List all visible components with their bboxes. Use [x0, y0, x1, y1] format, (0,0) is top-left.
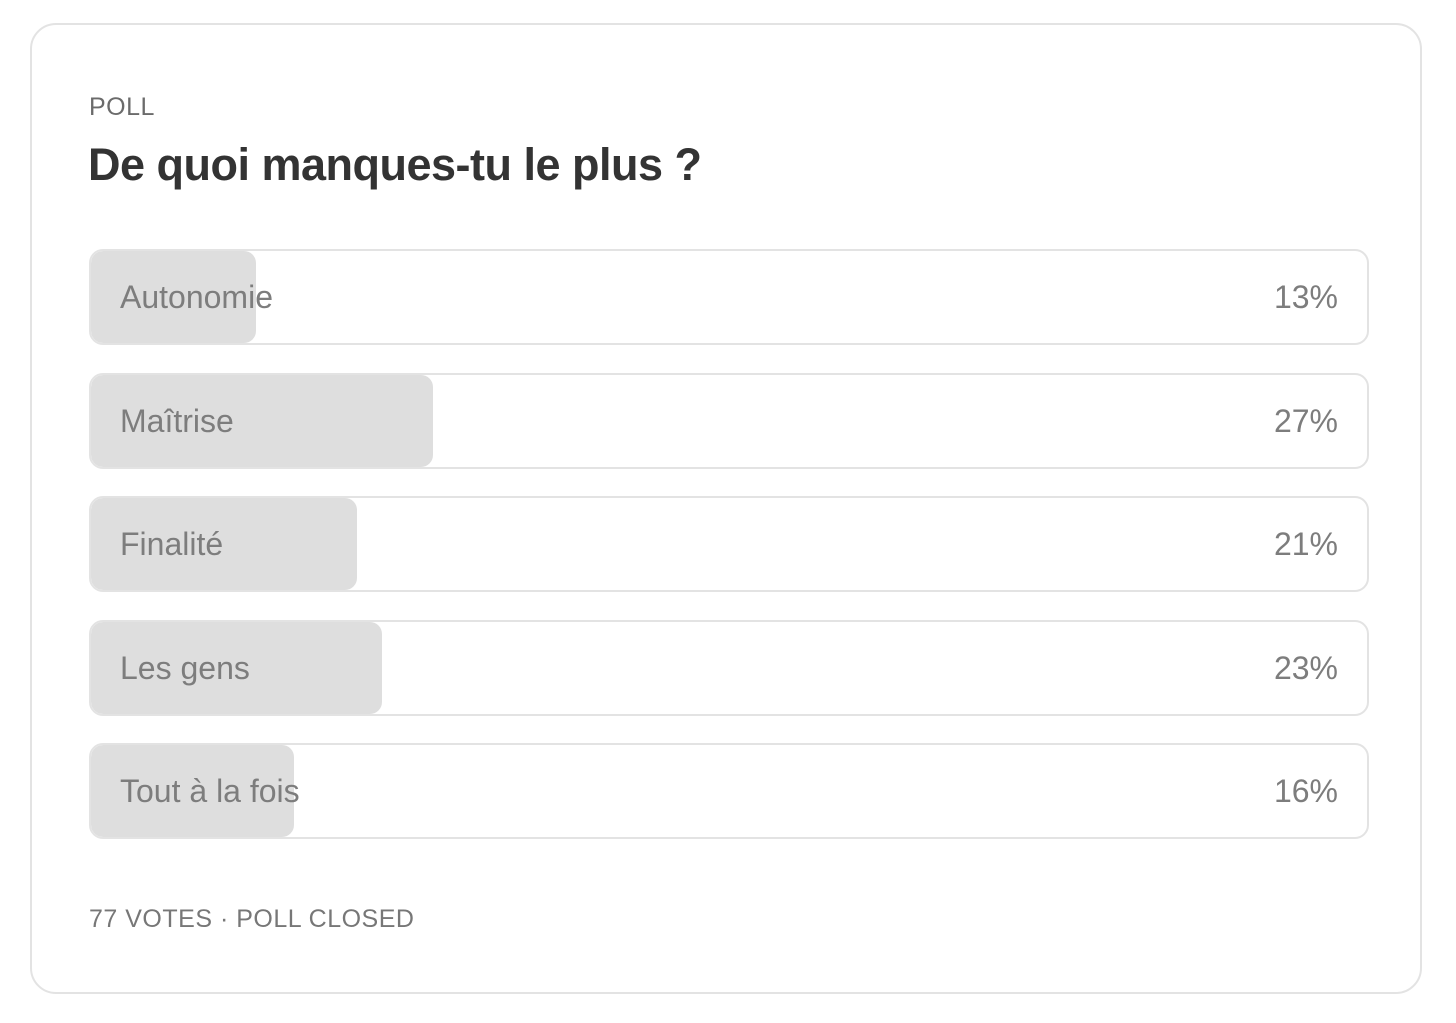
poll-option-label: Maîtrise [120, 402, 234, 439]
poll-option-tout-a-la-fois: Tout à la fois 16% [89, 743, 1369, 839]
poll-option-les-gens: Les gens 23% [89, 619, 1369, 716]
poll-option-percent: 21% [1273, 526, 1338, 562]
poll-option-percent: 16% [1273, 773, 1338, 809]
poll-kicker: POLL [89, 93, 155, 121]
poll-option-fill [91, 621, 383, 714]
poll-option-label: Les gens [120, 649, 250, 686]
poll-options: Autonomie 13% Maîtrise 27% Finalité 21% … [89, 249, 1369, 867]
poll-option-maitrise: Maîtrise 27% [89, 372, 1369, 469]
poll-option-fill [91, 745, 294, 837]
poll-option-percent: 27% [1273, 402, 1338, 439]
poll-question: De quoi manques-tu le plus ? [88, 139, 702, 190]
poll-option-percent: 23% [1273, 649, 1338, 686]
poll-card: POLL De quoi manques-tu le plus ? Autono… [30, 23, 1422, 994]
poll-option-percent: 13% [1273, 279, 1338, 315]
poll-option-autonomie: Autonomie 13% [89, 249, 1369, 345]
poll-footer: 77 VOTES · POLL CLOSED [89, 905, 415, 933]
poll-option-label: Finalité [120, 526, 224, 562]
poll-option-fill [91, 498, 357, 590]
poll-option-fill [91, 251, 256, 343]
poll-option-label: Tout à la fois [120, 773, 300, 809]
poll-option-finalite: Finalité 21% [89, 496, 1369, 592]
poll-option-label: Autonomie [120, 279, 273, 315]
poll-option-fill [91, 374, 433, 467]
